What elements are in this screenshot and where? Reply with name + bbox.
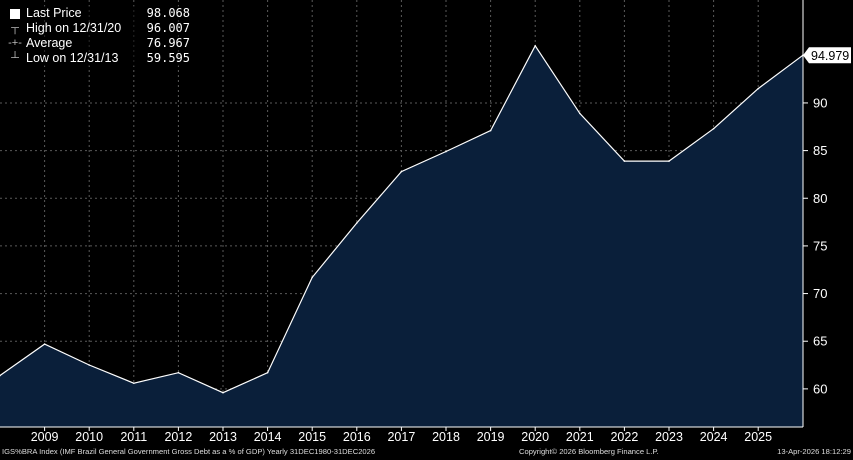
data-point	[445, 150, 447, 153]
data-point	[311, 276, 314, 279]
legend-average-value: 76.967	[146, 36, 190, 50]
data-point	[489, 129, 492, 132]
footer-timestamp: 13-Apr-2026 18:12:29	[777, 447, 851, 456]
data-point	[177, 371, 180, 374]
x-tick-label: 2014	[254, 430, 282, 444]
data-point	[579, 112, 581, 115]
data-point	[88, 364, 90, 366]
x-tick-label: 2016	[343, 430, 371, 444]
legend-low: ┴ Low on 12/31/13 59.595	[4, 51, 194, 66]
x-tick-label: 2013	[209, 430, 237, 444]
x-tick-label: 2019	[477, 430, 505, 444]
legend: Last Price 98.068 ┬ High on 12/31/20 96.0…	[4, 6, 194, 66]
legend-last-price: Last Price 98.068	[4, 6, 194, 21]
footer-index-description: IGS%BRA Index (IMF Brazil General Govern…	[2, 447, 376, 456]
x-tick-label: 2020	[521, 430, 549, 444]
footer-copyright: Copyright© 2026 Bloomberg Finance L.P.	[519, 447, 659, 456]
legend-average: -+- Average 76.967	[4, 36, 194, 51]
legend-last-price-value: 98.068	[146, 6, 190, 20]
data-point	[757, 87, 759, 90]
data-point	[222, 391, 224, 394]
data-point	[43, 343, 46, 345]
data-point	[133, 382, 135, 384]
y-tick-label: 60	[813, 381, 827, 396]
legend-last-price-label: Last Price	[26, 6, 82, 20]
x-tick-label: 2025	[744, 430, 772, 444]
x-tick-label: 2015	[298, 430, 326, 444]
x-tick-label: 2024	[700, 430, 728, 444]
x-tick-label: 2022	[610, 430, 638, 444]
data-point	[356, 222, 358, 224]
legend-high-label: High on 12/31/20	[26, 21, 122, 35]
y-tick-label: 75	[813, 238, 827, 253]
low-marker-icon: ┴	[11, 52, 19, 64]
footer: IGS%BRA Index (IMF Brazil General Govern…	[0, 446, 853, 460]
x-tick-label: 2023	[655, 430, 683, 444]
y-tick-label: 90	[813, 95, 827, 110]
average-marker-icon: -+-	[8, 37, 22, 49]
y-tick-label: 85	[813, 143, 827, 158]
area-fill	[0, 45, 803, 428]
legend-average-label: Average	[26, 36, 73, 50]
x-tick-label: 2009	[31, 430, 59, 444]
data-point	[623, 160, 626, 162]
data-point	[534, 44, 536, 47]
x-tick-label: 2018	[432, 430, 460, 444]
last-value-tag	[803, 47, 851, 64]
y-tick-label: 80	[813, 191, 827, 206]
data-point	[400, 170, 403, 173]
data-point	[0, 374, 1, 377]
last-value-label: 94.979	[811, 49, 849, 63]
data-point	[712, 127, 715, 130]
x-tick-label: 2010	[75, 430, 103, 444]
legend-low-label: Low on 12/31/13	[26, 51, 119, 65]
legend-low-value: 59.595	[146, 51, 190, 65]
data-point	[266, 371, 269, 374]
x-tick-label: 2021	[566, 430, 594, 444]
data-point	[668, 160, 670, 162]
legend-high-value: 96.007	[146, 21, 190, 35]
y-tick-label: 65	[813, 334, 827, 349]
last-price-swatch-icon	[10, 8, 20, 19]
legend-high: ┬ High on 12/31/20 96.007	[4, 21, 194, 36]
x-tick-label: 2012	[164, 430, 192, 444]
x-tick-label: 2011	[120, 430, 147, 444]
y-tick-label: 70	[813, 286, 827, 301]
high-marker-icon: ┬	[11, 22, 19, 34]
x-tick-label: 2017	[387, 430, 415, 444]
